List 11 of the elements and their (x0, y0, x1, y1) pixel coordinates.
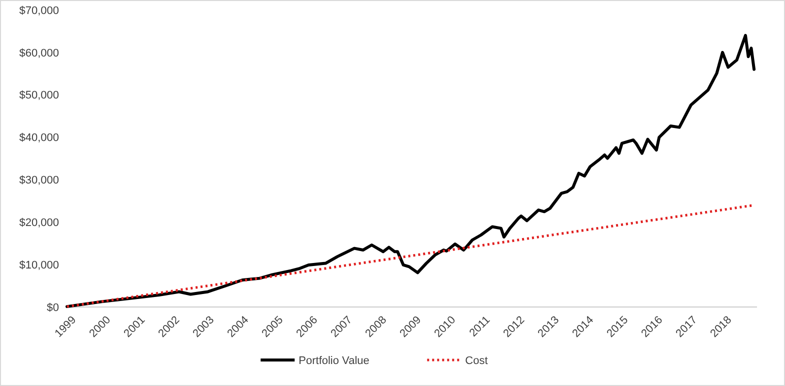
legend-label: Portfolio Value (298, 354, 370, 367)
y-tick-label: $70,000 (19, 4, 59, 17)
y-tick-label: $30,000 (19, 174, 59, 187)
y-tick-label: $0 (46, 302, 59, 314)
y-tick-label: $50,000 (19, 90, 59, 102)
y-tick-label: $20,000 (19, 216, 59, 229)
line-series (66, 34, 756, 308)
y-tick-label: $10,000 (19, 259, 59, 272)
y-tick-label: $40,000 (19, 132, 59, 144)
y-tick-label: $60,000 (19, 47, 59, 60)
legend-label: Cost (465, 354, 488, 367)
